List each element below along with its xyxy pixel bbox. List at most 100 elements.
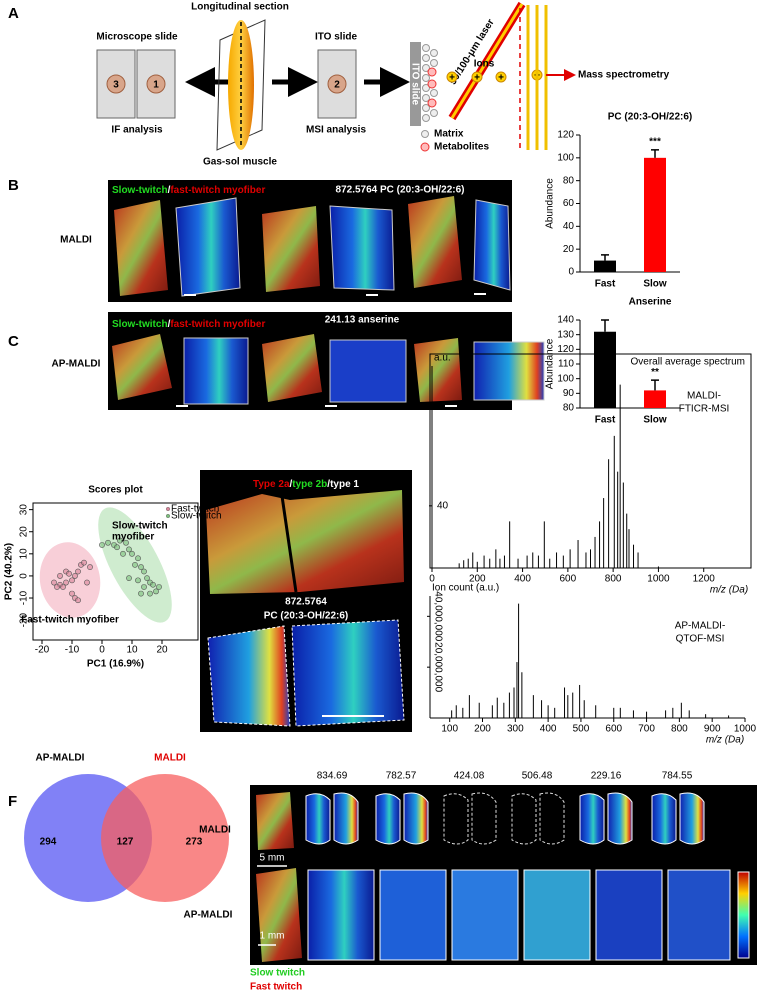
section <box>327 74 347 94</box>
x-tick-label: 300 <box>507 724 524 735</box>
bar <box>594 331 616 408</box>
x-tick-label: 600 <box>560 574 577 585</box>
if-image <box>114 200 168 296</box>
point <box>114 544 120 551</box>
ion <box>471 71 483 83</box>
label: Microscope slide <box>96 32 178 43</box>
ion <box>446 69 543 83</box>
point <box>135 577 141 584</box>
bar <box>644 157 666 272</box>
point <box>99 542 105 548</box>
label: ITO slide <box>315 32 357 43</box>
x-tick-label: 500 <box>573 724 590 735</box>
mz-label: 784.55 <box>662 771 693 782</box>
ion-sign: + <box>498 73 504 84</box>
point <box>123 539 129 546</box>
point <box>105 539 111 546</box>
legend-label: Fast twitch <box>250 982 302 993</box>
channel: / <box>168 185 171 196</box>
x-tick-label: 800 <box>671 724 688 735</box>
msi-image <box>539 792 565 845</box>
x-tick-label: -10 <box>65 645 80 656</box>
msi-image <box>207 625 291 727</box>
panel-f: AP-MALDI MALDI 294 127 273 MALDI AP-MALD… <box>24 753 757 993</box>
msi-image <box>333 792 359 845</box>
msi-image <box>473 341 545 401</box>
y-tick-label: 0 <box>19 573 30 579</box>
channel: /type 1 <box>327 479 359 490</box>
msi-image <box>175 197 241 297</box>
channel: Type 2a <box>253 479 290 490</box>
x-axis-label: m/z (Da) <box>706 735 744 746</box>
msi-image <box>451 869 519 961</box>
msi-image <box>607 792 633 845</box>
compound-label: PC (20:3-OH/22:6) <box>264 611 348 622</box>
legend-symbol <box>420 142 430 152</box>
point <box>138 590 144 597</box>
legend-symbol <box>165 514 170 519</box>
y-tick-label: 40,000,000 <box>432 591 443 641</box>
if-image <box>408 196 462 288</box>
point <box>153 588 159 595</box>
x-tick-label: 1000 <box>647 574 670 585</box>
if-image <box>262 334 322 402</box>
instrument-label: AP-MALDI- <box>675 621 726 632</box>
instrument-label: MALDI- <box>687 391 721 402</box>
slide <box>317 49 357 119</box>
msi-image <box>595 869 663 961</box>
y-tick-label: 90 <box>563 388 575 399</box>
point <box>120 550 126 557</box>
point <box>54 584 60 590</box>
msi-image <box>329 205 395 291</box>
x-tick-label: Slow <box>643 279 667 290</box>
ion <box>446 71 458 83</box>
msi-image <box>511 793 537 845</box>
instrument-label: FTICR-MSI <box>679 404 730 415</box>
point <box>75 568 81 575</box>
panel-a: Microscope slide 3 1 IF analysis Longitu… <box>96 2 669 168</box>
mz-label: 506.48 <box>522 771 553 782</box>
scale-label: 1 mm <box>260 931 285 942</box>
if-image <box>206 490 404 594</box>
mz-label: 872.5764 PC (20:3-OH/22:6) <box>336 185 465 196</box>
matrix <box>430 59 438 67</box>
msi-image <box>379 869 447 961</box>
metabolites <box>427 98 437 108</box>
channel-label: Type 2a/type 2b/type 1 <box>253 479 359 490</box>
x-tick-label: 600 <box>605 724 622 735</box>
slide-number: 1 <box>153 80 159 91</box>
y-tick-label: 100 <box>557 373 574 384</box>
y-tick-label: 100 <box>557 152 574 163</box>
ion-sign: + <box>474 73 480 84</box>
point <box>144 575 150 582</box>
point <box>156 584 162 590</box>
venn <box>24 774 229 902</box>
x-tick-label: Fast <box>595 279 616 290</box>
legend-label: Matrix <box>434 129 464 140</box>
msi-image <box>329 339 407 403</box>
row-label: MALDI <box>199 825 231 836</box>
y-tick-label: 10 <box>19 548 30 560</box>
venn-count: 273 <box>186 837 203 848</box>
msi-image <box>523 869 591 961</box>
y-tick-label: 20 <box>563 244 575 255</box>
ion <box>495 71 507 83</box>
x-tick-label: 400 <box>514 574 531 585</box>
point <box>150 581 156 588</box>
label: Ions <box>474 59 495 70</box>
venn-label: AP-MALDI <box>36 753 85 764</box>
x-tick-label: 400 <box>540 724 557 735</box>
ion-sign: + <box>449 73 455 84</box>
matrix <box>422 64 430 72</box>
x-tick-label: Slow <box>643 415 667 426</box>
label: ITO slide <box>409 63 420 105</box>
section <box>146 74 166 94</box>
metabolites <box>427 79 437 89</box>
y-tick-label: 110 <box>558 359 574 370</box>
mz-label: 241.13 anserine <box>325 315 400 326</box>
point <box>135 555 141 562</box>
point <box>138 564 144 570</box>
point <box>117 537 123 544</box>
matrix <box>422 74 430 82</box>
